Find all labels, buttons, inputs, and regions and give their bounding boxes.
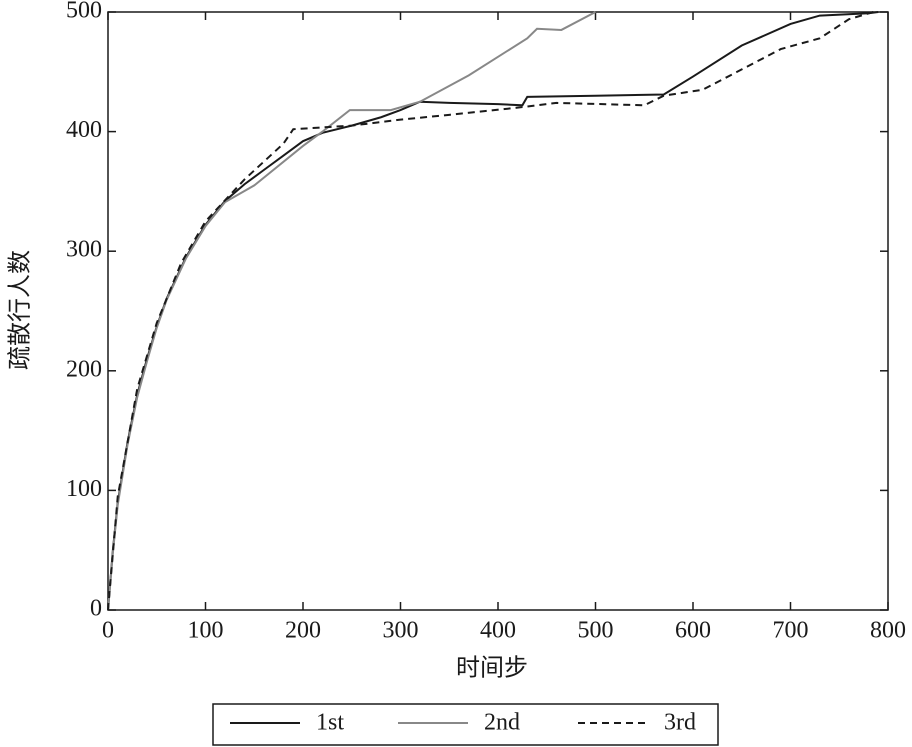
x-axis-label: 时间步 xyxy=(456,655,528,682)
x-tick-label: 800 xyxy=(870,618,906,644)
y-tick-label: 300 xyxy=(66,237,102,263)
y-tick-label: 100 xyxy=(66,476,102,502)
y-axis-label: 疏散行人数 xyxy=(7,250,34,370)
x-tick-label: 200 xyxy=(285,618,321,644)
x-tick-label: 700 xyxy=(773,618,809,644)
x-tick-label: 0 xyxy=(102,618,114,644)
series-line xyxy=(107,11,879,611)
x-tick-label: 100 xyxy=(188,618,224,644)
y-tick-label: 0 xyxy=(90,596,102,622)
y-tick-label: 200 xyxy=(66,356,102,382)
y-tick-label: 400 xyxy=(66,117,102,143)
x-tick-label: 300 xyxy=(383,618,419,644)
x-tick-label: 600 xyxy=(675,618,711,644)
y-tick-label: 500 xyxy=(66,0,102,24)
legend-box xyxy=(212,703,719,746)
legend-label: 2nd xyxy=(484,710,520,736)
series-line xyxy=(107,11,596,611)
x-tick-label: 400 xyxy=(480,618,516,644)
series-line xyxy=(107,11,874,611)
plot-frame xyxy=(107,11,889,611)
legend-label: 1st xyxy=(316,710,344,736)
x-tick-label: 500 xyxy=(578,618,614,644)
legend-label: 3rd xyxy=(664,710,696,736)
